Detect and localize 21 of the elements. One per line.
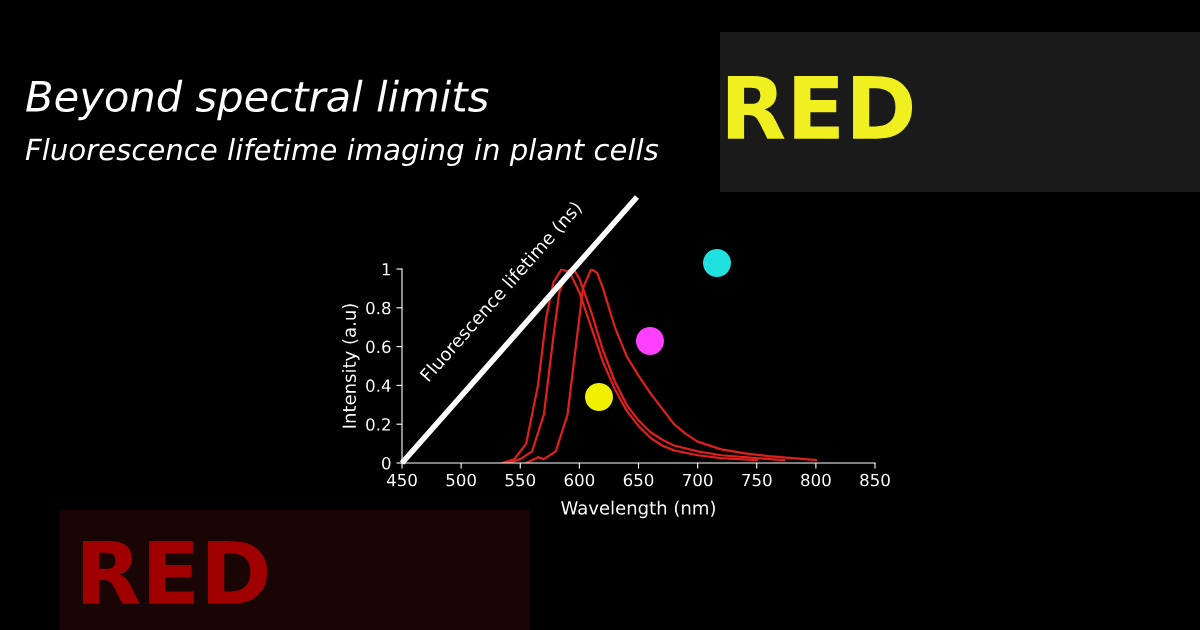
y-tick-label: 0.8 [366,301,391,315]
text: RED [727,75,913,139]
x-tick-label: 600 [564,473,595,487]
x-tick-label: 800 [801,473,831,487]
x-tick-label: 850 [860,473,890,487]
chart-title: Beyond spectral limits [26,79,489,121]
y-tick-label: 0 [382,456,391,470]
chart-subtitle: Fluorescence lifetime imaging in plant cells [25,137,659,167]
y-tick-label: 0.6 [366,340,391,354]
text: RED [82,540,268,604]
x-tick-label: 650 [623,473,654,487]
y-tick-label: 0.4 [366,379,391,392]
x-axis-title: Wavelength (nm) [561,500,715,519]
x-tick-label: 750 [742,473,772,487]
y-tick-label: 0.2 [366,418,390,431]
x-tick-label: 700 [683,473,713,487]
y-tick-label: 1 [382,263,391,276]
y-axis-title: Intensity (a.u) [342,304,360,428]
x-tick-label: 550 [505,473,536,487]
x-tick-label: 450 [386,473,417,487]
x-tick-label: 500 [446,473,476,487]
